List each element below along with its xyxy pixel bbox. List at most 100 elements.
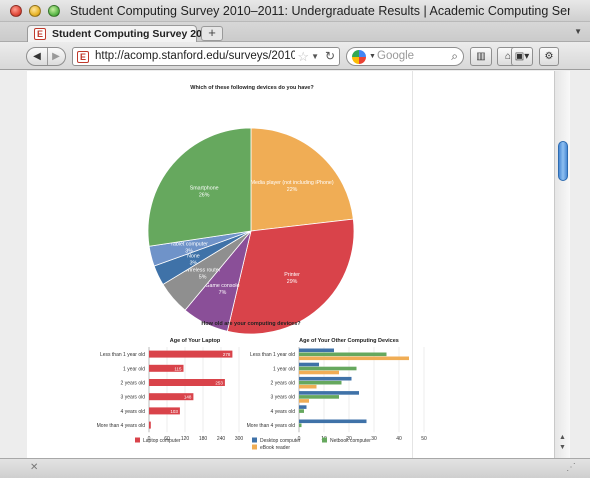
search-icon[interactable]: ⌕ (451, 49, 458, 63)
address-bar[interactable]: E http://acomp.stanford.edu/surveys/2010… (72, 47, 340, 66)
bar (299, 356, 409, 361)
close-window-button[interactable] (10, 5, 22, 17)
tools-icon: ⚙ (544, 51, 554, 62)
status-bar: ✕ ⋰ (0, 458, 590, 478)
minimize-window-button[interactable] (29, 5, 41, 17)
resize-grip-icon[interactable]: ⋰ (566, 462, 576, 473)
search-placeholder[interactable]: Google (377, 50, 415, 62)
category-label: More than 4 years old (247, 423, 296, 429)
bar (149, 350, 233, 358)
google-logo-icon (352, 50, 366, 64)
legend-swatch (322, 437, 327, 443)
page-sidebar-divider (412, 71, 413, 458)
title-bar: Student Computing Survey 2010–2011: Unde… (0, 0, 590, 22)
bookmark-star-icon[interactable]: ☆ (297, 49, 309, 64)
bar (149, 393, 194, 401)
back-button[interactable]: ◀ (27, 48, 48, 65)
pie-slice-percent: 26% (199, 193, 210, 199)
pie-slice-label: Game console (205, 283, 239, 289)
bar (299, 419, 367, 424)
category-label: 4 years old (271, 409, 296, 415)
x-tick-label: 60 (164, 436, 170, 442)
legend-swatch (252, 444, 257, 450)
bar (299, 348, 334, 353)
pie-slice-label: Media player (not including iPhone) (251, 180, 334, 186)
pie-slice-percent: 29% (287, 279, 298, 285)
pie-slice-percent: 5% (199, 275, 207, 281)
x-tick-label: 180 (199, 436, 208, 442)
new-tab-button[interactable]: + (201, 26, 223, 41)
bar (299, 399, 309, 403)
tools-menu-button[interactable]: ⚙ (539, 47, 559, 66)
survey-charts: Which of these following devices do you … (97, 85, 427, 451)
window-title: Student Computing Survey 2010–2011: Unde… (70, 4, 570, 18)
bar (299, 395, 339, 399)
legend-label: eBook reader (260, 445, 290, 451)
url-text[interactable]: http://acomp.stanford.edu/surveys/2010_2… (95, 50, 295, 62)
scroll-up-arrow-icon[interactable]: ▲ (559, 434, 566, 441)
bar (299, 366, 357, 371)
x-tick-label: 20 (346, 436, 352, 442)
tab-label: Student Computing Survey 201… (52, 28, 219, 40)
tab-list-chevron-icon[interactable]: ▼ (574, 27, 582, 36)
pie-slice (226, 218, 355, 335)
left-gutter (0, 70, 27, 458)
navigation-toolbar: ◀ ▶ E http://acomp.stanford.edu/surveys/… (0, 42, 590, 70)
x-tick-label: 0 (298, 436, 301, 442)
bar (299, 391, 359, 395)
bar-value-label: 115 (174, 366, 182, 371)
pie-slice-label: Printer (284, 272, 300, 278)
tab-survey[interactable]: E Student Computing Survey 201… (27, 25, 218, 42)
pie-slice-label: Wireless router (185, 268, 221, 274)
scrollbar-thumb[interactable] (558, 141, 568, 181)
bar (299, 409, 304, 413)
vertical-scrollbar[interactable]: ▲ ▼ (554, 71, 570, 458)
site-favicon-icon: E (34, 28, 46, 40)
pie-slice-label: Smartphone (190, 186, 219, 192)
legend-label: Netbook computer (330, 438, 371, 444)
x-tick-label: 300 (235, 436, 244, 442)
bookmarks-bar-button[interactable]: ▥ (470, 47, 492, 66)
forward-button[interactable]: ▶ (47, 48, 65, 65)
zoom-window-button[interactable] (48, 5, 60, 17)
pie-slice-percent: 3% (190, 261, 198, 267)
history-dropdown-icon[interactable]: ▼ (311, 52, 319, 61)
category-label: 4 years old (121, 409, 146, 415)
legend-swatch (135, 437, 140, 443)
category-label: 3 years old (271, 395, 296, 401)
forward-arrow-icon: ▶ (52, 51, 60, 62)
bookmarks-icon: ▥ (476, 51, 486, 62)
bar-section-title: How old are your computing devices? (201, 321, 301, 327)
bar (299, 352, 387, 357)
x-tick-label: 120 (181, 436, 190, 442)
category-label: 3 years old (121, 395, 146, 401)
bar-chart-title: Age of Your Laptop (170, 338, 221, 344)
back-arrow-icon: ◀ (33, 51, 41, 62)
reload-icon[interactable]: ↻ (324, 49, 335, 63)
home-icon: ⌂ (504, 51, 512, 62)
legend-swatch (252, 437, 257, 443)
legend-label: Desktop computer (260, 438, 301, 444)
search-box[interactable]: ▼ Google ⌕ (346, 47, 464, 66)
bar-value-label: 103 (170, 409, 178, 414)
bar-chart-title: Age of Your Other Computing Devices (299, 338, 399, 344)
x-tick-label: 0 (148, 436, 151, 442)
category-label: Less than 1 year old (100, 352, 145, 358)
bar (149, 364, 184, 372)
pie-slice-label: None (187, 254, 200, 260)
pie-slice-label: Tablet computer (170, 242, 208, 248)
back-forward-control: ◀ ▶ (26, 47, 66, 66)
pie-chart-title: Which of these following devices do you … (190, 85, 314, 91)
legend-label: Laptop computer (143, 438, 181, 444)
page-menu-button[interactable]: ▣▾ (511, 47, 533, 66)
bar (299, 405, 307, 409)
pie-slice-percent: 3% (185, 249, 193, 255)
scroll-down-arrow-icon[interactable]: ▼ (559, 444, 566, 451)
page-content: Which of these following devices do you … (27, 71, 554, 458)
search-engine-dropdown-icon[interactable]: ▼ (369, 53, 376, 60)
category-label: 1 year old (273, 366, 295, 372)
bar (299, 380, 342, 385)
category-label: 2 years old (271, 381, 296, 387)
close-status-icon[interactable]: ✕ (30, 462, 39, 473)
